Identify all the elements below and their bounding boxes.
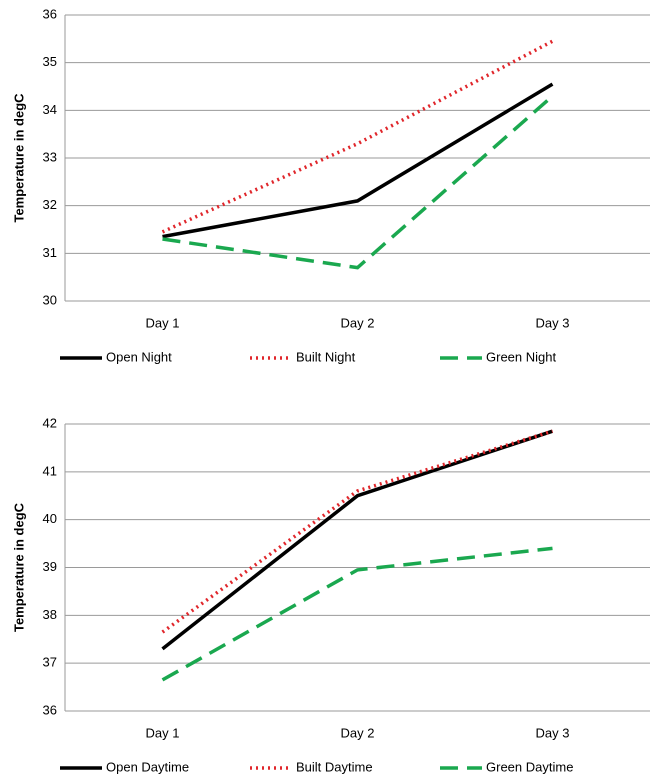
y-tick-label: 41 <box>43 463 57 478</box>
y-tick-label: 39 <box>43 559 57 574</box>
y-tick-label: 31 <box>43 245 57 260</box>
y-axis-label: Temperature in degC <box>11 502 26 632</box>
x-tick-label: Day 2 <box>341 725 375 740</box>
y-tick-label: 36 <box>43 702 57 717</box>
y-tick-label: 36 <box>43 6 57 21</box>
y-tick-label: 38 <box>43 607 57 622</box>
y-tick-label: 33 <box>43 149 57 164</box>
series-line <box>162 94 554 270</box>
legend-label: Green Night <box>486 349 556 364</box>
y-tick-label: 32 <box>43 197 57 212</box>
y-axis-label: Temperature in degC <box>11 93 26 223</box>
series-line <box>162 82 554 239</box>
y-tick-label: 40 <box>43 511 57 526</box>
y-tick-label: 34 <box>43 102 57 117</box>
y-tick-label: 42 <box>43 415 57 430</box>
x-tick-label: Day 3 <box>536 315 570 330</box>
legend-label: Built Daytime <box>296 759 373 774</box>
x-tick-label: Day 1 <box>146 315 180 330</box>
series-line <box>161 429 554 634</box>
legend-label: Built Night <box>296 349 356 364</box>
series-line <box>161 546 553 682</box>
x-tick-label: Day 1 <box>146 725 180 740</box>
y-tick-label: 37 <box>43 655 57 670</box>
series-line <box>161 429 554 651</box>
x-tick-label: Day 3 <box>536 725 570 740</box>
y-tick-label: 35 <box>43 54 57 69</box>
legend-label: Green Daytime <box>486 759 573 774</box>
y-tick-label: 30 <box>43 292 57 307</box>
legend-label: Open Daytime <box>106 759 189 774</box>
series-line <box>161 39 554 234</box>
legend-label: Open Night <box>106 349 172 364</box>
x-tick-label: Day 2 <box>341 315 375 330</box>
